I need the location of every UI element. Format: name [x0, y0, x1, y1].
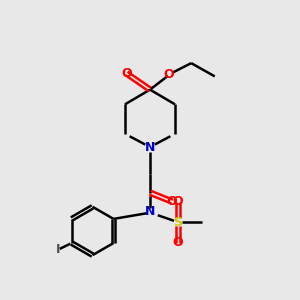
Text: O: O — [164, 68, 175, 81]
Text: I: I — [56, 243, 61, 256]
Text: O: O — [121, 67, 132, 80]
Text: O: O — [173, 195, 183, 208]
Text: N: N — [145, 141, 155, 154]
Text: N: N — [145, 205, 155, 218]
Text: O: O — [167, 195, 177, 208]
Text: O: O — [173, 236, 183, 249]
Text: S: S — [173, 216, 182, 229]
